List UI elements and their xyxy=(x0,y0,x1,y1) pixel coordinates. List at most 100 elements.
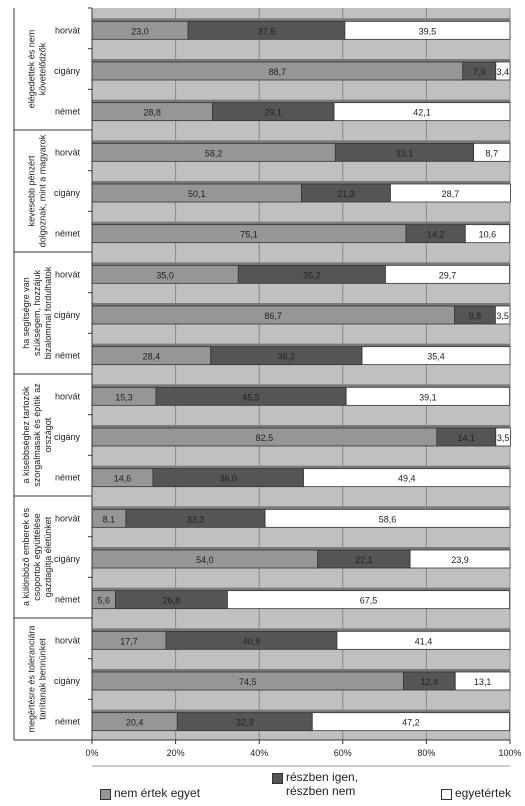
data-label: 23,9 xyxy=(451,555,469,565)
data-label: 88,7 xyxy=(269,67,287,77)
bar-segment xyxy=(390,183,511,203)
data-label: 10,6 xyxy=(479,230,497,240)
data-label: 36,0 xyxy=(220,474,238,484)
x-tick-label: 60% xyxy=(334,748,352,758)
data-label: 50,1 xyxy=(188,189,206,199)
data-label: 35,4 xyxy=(427,352,445,362)
category-label: német xyxy=(55,351,81,361)
bar-edge xyxy=(92,384,510,388)
bar-edge xyxy=(92,140,510,144)
data-label: 35,0 xyxy=(156,270,174,280)
data-label: 37,5 xyxy=(258,26,276,36)
bar-edge xyxy=(92,18,510,22)
data-label: 74,5 xyxy=(239,677,257,687)
bar-segment xyxy=(344,20,511,40)
data-label: 75,1 xyxy=(240,230,258,240)
x-tick-label: 100% xyxy=(498,748,521,758)
group-label: ha segítségre vanszükségem, hozzájukbiza… xyxy=(21,266,53,359)
bar-edge xyxy=(92,343,510,347)
group-label: kevesebb pénzértdolgoznak, mint a magyar… xyxy=(27,134,48,247)
data-label: 42,1 xyxy=(413,108,431,118)
category-label: német xyxy=(55,107,81,117)
data-label: 14,2 xyxy=(427,230,445,240)
data-label: 26,8 xyxy=(163,596,181,606)
bar-segment xyxy=(409,549,511,569)
legend-item-nem-ertek-egyet: nem értek egyet xyxy=(100,786,200,800)
data-label: 47,2 xyxy=(402,718,420,728)
bar-segment xyxy=(495,61,511,81)
bar-segment xyxy=(264,508,511,528)
legend-swatch-nem-ertek-egyet xyxy=(100,789,111,800)
data-label: 39,1 xyxy=(419,392,437,402)
x-tick-label: 40% xyxy=(250,748,268,758)
bar-edge xyxy=(92,425,510,428)
data-label: 58,6 xyxy=(379,514,397,524)
legend-item-reszben: részben igen, részben nem xyxy=(272,770,358,798)
data-label: 8,7 xyxy=(486,148,499,158)
category-label: cigány xyxy=(54,676,81,686)
data-label: 12,4 xyxy=(421,677,439,687)
category-label: német xyxy=(55,229,81,239)
group-label: a különböző emberek éscsoportok együttél… xyxy=(21,507,53,606)
legend-item-egyetertek: egyetértek xyxy=(441,786,511,800)
data-label: 8,1 xyxy=(103,514,116,524)
data-label: 86,7 xyxy=(264,311,282,321)
legend-swatch-reszben xyxy=(272,773,283,784)
data-label: 40,9 xyxy=(243,636,261,646)
data-label: 82,5 xyxy=(256,433,274,443)
category-label: cigány xyxy=(54,432,81,442)
category-label: horvát xyxy=(55,147,81,157)
category-label: cigány xyxy=(54,188,81,198)
group-label: elégedettek és nemkövetelődzők xyxy=(27,30,48,109)
category-label: horvát xyxy=(55,391,81,401)
bar-edge xyxy=(92,547,510,550)
category-label: horvát xyxy=(55,25,81,35)
category-label: német xyxy=(55,595,81,605)
bar-segment xyxy=(361,346,511,366)
bar-edge xyxy=(92,587,510,591)
data-label: 22,1 xyxy=(355,555,373,565)
bar-segment xyxy=(385,264,510,284)
data-label: 41,4 xyxy=(415,636,433,646)
category-label: cigány xyxy=(54,66,81,76)
data-label: 3,5 xyxy=(497,433,510,443)
category-label: német xyxy=(55,717,81,727)
data-label: 28,7 xyxy=(442,189,460,199)
data-label: 29,7 xyxy=(439,270,457,280)
x-tick-label: 0% xyxy=(85,748,98,758)
legend-swatch-egyetertek xyxy=(441,789,452,800)
bar-segment xyxy=(454,671,511,691)
data-label: 67,5 xyxy=(360,596,378,606)
bar-segment xyxy=(333,102,511,122)
data-label: 13,1 xyxy=(474,677,492,687)
data-label: 54,0 xyxy=(196,555,214,565)
category-label: cigány xyxy=(54,554,81,564)
plot-area xyxy=(92,8,510,740)
bar-segment xyxy=(303,468,511,488)
category-label: horvát xyxy=(55,269,81,279)
group-label: a kisebbséghez tartozókszorgalmasak és é… xyxy=(21,383,53,487)
bar-edge xyxy=(92,262,510,266)
data-label: 36,2 xyxy=(278,352,296,362)
x-tick-label: 80% xyxy=(417,748,435,758)
legend: nem értek egyet részben igen, részben ne… xyxy=(0,766,525,806)
data-label: 14,6 xyxy=(114,474,132,484)
data-label: 3,5 xyxy=(496,311,509,321)
legend-label-egyetertek: egyetértek xyxy=(455,786,512,800)
data-label: 7,9 xyxy=(473,67,486,77)
bar-segment xyxy=(311,712,510,732)
category-label: horvát xyxy=(55,513,81,523)
data-label: 17,7 xyxy=(120,636,138,646)
data-label: 45,5 xyxy=(242,392,260,402)
data-label: 3,4 xyxy=(497,67,510,77)
data-label: 33,3 xyxy=(187,514,205,524)
bar-segment xyxy=(473,142,511,162)
bar-edge xyxy=(92,99,510,103)
bar-edge xyxy=(92,303,510,306)
data-label: 33,1 xyxy=(396,148,414,158)
group-label: megértésre és toleranciáratanítanak benn… xyxy=(27,625,48,732)
data-label: 58,2 xyxy=(205,148,223,158)
data-label: 28,4 xyxy=(143,352,161,362)
data-label: 32,3 xyxy=(236,718,254,728)
data-label: 39,5 xyxy=(419,26,437,36)
